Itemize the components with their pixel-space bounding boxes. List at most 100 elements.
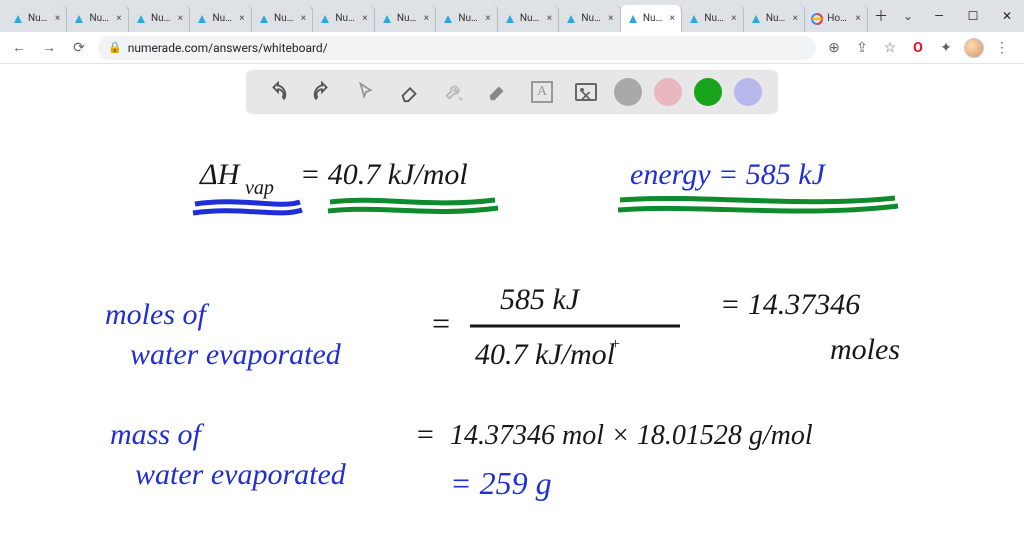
tab-close-icon[interactable]: × — [544, 14, 554, 24]
tab-close-icon[interactable]: × — [483, 14, 493, 24]
clear-icon — [487, 81, 509, 103]
url-text: numerade.com/answers/whiteboard/ — [128, 41, 328, 55]
tab-close-icon[interactable]: × — [729, 14, 739, 24]
browser-tab[interactable]: Nume × — [67, 5, 128, 32]
browser-tab[interactable]: Nume × — [190, 5, 251, 32]
numerade-favicon-icon — [12, 13, 24, 25]
color-swatch[interactable] — [694, 78, 722, 106]
browser-menu-button[interactable]: ⋮ — [992, 38, 1012, 58]
color-swatch[interactable] — [614, 78, 642, 106]
hw-moles-unit: moles — [830, 333, 900, 366]
numerade-favicon-icon — [73, 13, 85, 25]
hw-underline-val-1 — [330, 200, 495, 203]
handwriting-layer: ΔH vap = 40.7 kJ/mol energy = 585 kJ mol… — [0, 114, 1024, 550]
tab-close-icon[interactable]: × — [421, 14, 431, 24]
image-tool[interactable] — [570, 76, 602, 108]
numerade-favicon-icon — [196, 13, 208, 25]
browser-tab[interactable]: Nume × — [744, 5, 805, 32]
hw-dHvap-label: ΔH — [199, 158, 242, 191]
tab-close-icon[interactable]: × — [606, 14, 616, 24]
hw-dHvap-val: = 40.7 kJ/mol — [300, 158, 468, 191]
nav-forward-button[interactable]: → — [38, 37, 60, 59]
browser-tab[interactable]: How c× — [805, 5, 868, 32]
pointer-tool[interactable] — [350, 76, 382, 108]
browser-tab[interactable]: Nume × — [621, 5, 682, 32]
tab-title: Nume — [643, 13, 663, 24]
tab-title: Nume — [766, 13, 786, 24]
hw-mass-eq: = — [415, 418, 435, 451]
browser-tab[interactable]: Nume× — [313, 5, 374, 32]
browser-tab[interactable]: Nume × — [6, 5, 67, 32]
lock-icon: 🔒 — [108, 41, 122, 54]
tab-title: Nume — [520, 13, 540, 24]
whiteboard-toolbar-wrap: A — [0, 64, 1024, 114]
hw-underline-val-2 — [328, 208, 498, 211]
nav-back-button[interactable]: ← — [8, 37, 30, 59]
numerade-favicon-icon — [442, 13, 454, 25]
tab-close-icon[interactable]: × — [52, 14, 62, 24]
redo-icon — [311, 81, 333, 103]
window-maximize-button[interactable]: ☐ — [956, 0, 990, 32]
window-close-button[interactable]: ✕ — [990, 0, 1024, 32]
browser-tab[interactable]: Nume× — [129, 5, 190, 32]
tab-close-icon[interactable]: × — [298, 14, 308, 24]
tab-close-icon[interactable]: × — [237, 14, 247, 24]
hw-underline-energy-2 — [618, 206, 898, 211]
tools-button[interactable] — [438, 76, 470, 108]
browser-tab[interactable]: Nume × — [252, 5, 313, 32]
image-icon — [575, 83, 597, 101]
extensions-puzzle-icon[interactable]: ✦ — [936, 38, 956, 58]
tab-title: Nume — [704, 13, 724, 24]
undo-button[interactable] — [262, 76, 294, 108]
numerade-favicon-icon — [135, 13, 147, 25]
hw-dHvap-sub: vap — [245, 177, 274, 199]
browser-tab[interactable]: Nume× — [375, 5, 436, 32]
tab-close-icon[interactable]: × — [790, 14, 800, 24]
opera-extension-icon[interactable]: O — [908, 38, 928, 58]
hw-underline-dhvap-1 — [195, 202, 300, 205]
tab-close-icon[interactable]: × — [114, 14, 124, 24]
tab-title: Nume — [28, 13, 48, 24]
bookmark-star-icon[interactable]: ☆ — [880, 38, 900, 58]
undo-icon — [267, 81, 289, 103]
hw-mass-rhs: 14.37346 mol × 18.01528 g/mol — [450, 420, 813, 451]
whiteboard-canvas[interactable]: ΔH vap = 40.7 kJ/mol energy = 585 kJ mol… — [0, 114, 1024, 550]
browser-tab[interactable]: Nume× — [559, 5, 620, 32]
tab-title: Nume — [89, 13, 109, 24]
tab-close-icon[interactable]: × — [360, 14, 370, 24]
color-swatch[interactable] — [734, 78, 762, 106]
tab-title: Nume — [274, 13, 294, 24]
zoom-icon[interactable]: ⊕ — [824, 38, 844, 58]
numerade-favicon-icon — [688, 13, 700, 25]
browser-tab[interactable]: Nume × — [682, 5, 743, 32]
hw-moles-res: = 14.37346 — [720, 288, 860, 321]
text-tool[interactable]: A — [526, 76, 558, 108]
clear-tool[interactable] — [482, 76, 514, 108]
nav-reload-button[interactable]: ⟳ — [68, 37, 90, 59]
url-input[interactable]: 🔒 numerade.com/answers/whiteboard/ — [98, 36, 816, 60]
window-controls: — ☐ ✕ — [922, 0, 1024, 32]
window-minimize-button[interactable]: — — [922, 0, 956, 32]
browser-titlebar: Nume × Nume × Nume × Nume × Nume × Nume × Nume × Nume ×… — [0, 0, 1024, 32]
tab-overflow-button[interactable]: ⌄ — [894, 0, 922, 32]
profile-avatar[interactable] — [964, 38, 984, 58]
new-tab-button[interactable]: ＋ — [868, 0, 894, 32]
tab-title: Nume — [212, 13, 232, 24]
share-icon[interactable]: ⇪ — [852, 38, 872, 58]
browser-tab[interactable]: Nume × — [498, 5, 559, 32]
text-icon: A — [531, 81, 553, 103]
numerade-favicon-icon — [381, 13, 393, 25]
wrench-icon — [443, 81, 465, 103]
color-swatch[interactable] — [654, 78, 682, 106]
tab-close-icon[interactable]: × — [853, 14, 863, 24]
eraser-tool[interactable] — [394, 76, 426, 108]
tab-close-icon[interactable]: × — [667, 14, 677, 24]
tab-title: Nume — [458, 13, 478, 24]
hw-moles-label2: water evaporated — [130, 338, 342, 371]
browser-tab[interactable]: Nume × — [436, 5, 497, 32]
redo-button[interactable] — [306, 76, 338, 108]
numerade-favicon-icon — [565, 13, 577, 25]
eraser-icon — [399, 81, 421, 103]
hw-underline-dhvap-2 — [193, 210, 302, 213]
tab-close-icon[interactable]: × — [175, 14, 185, 24]
